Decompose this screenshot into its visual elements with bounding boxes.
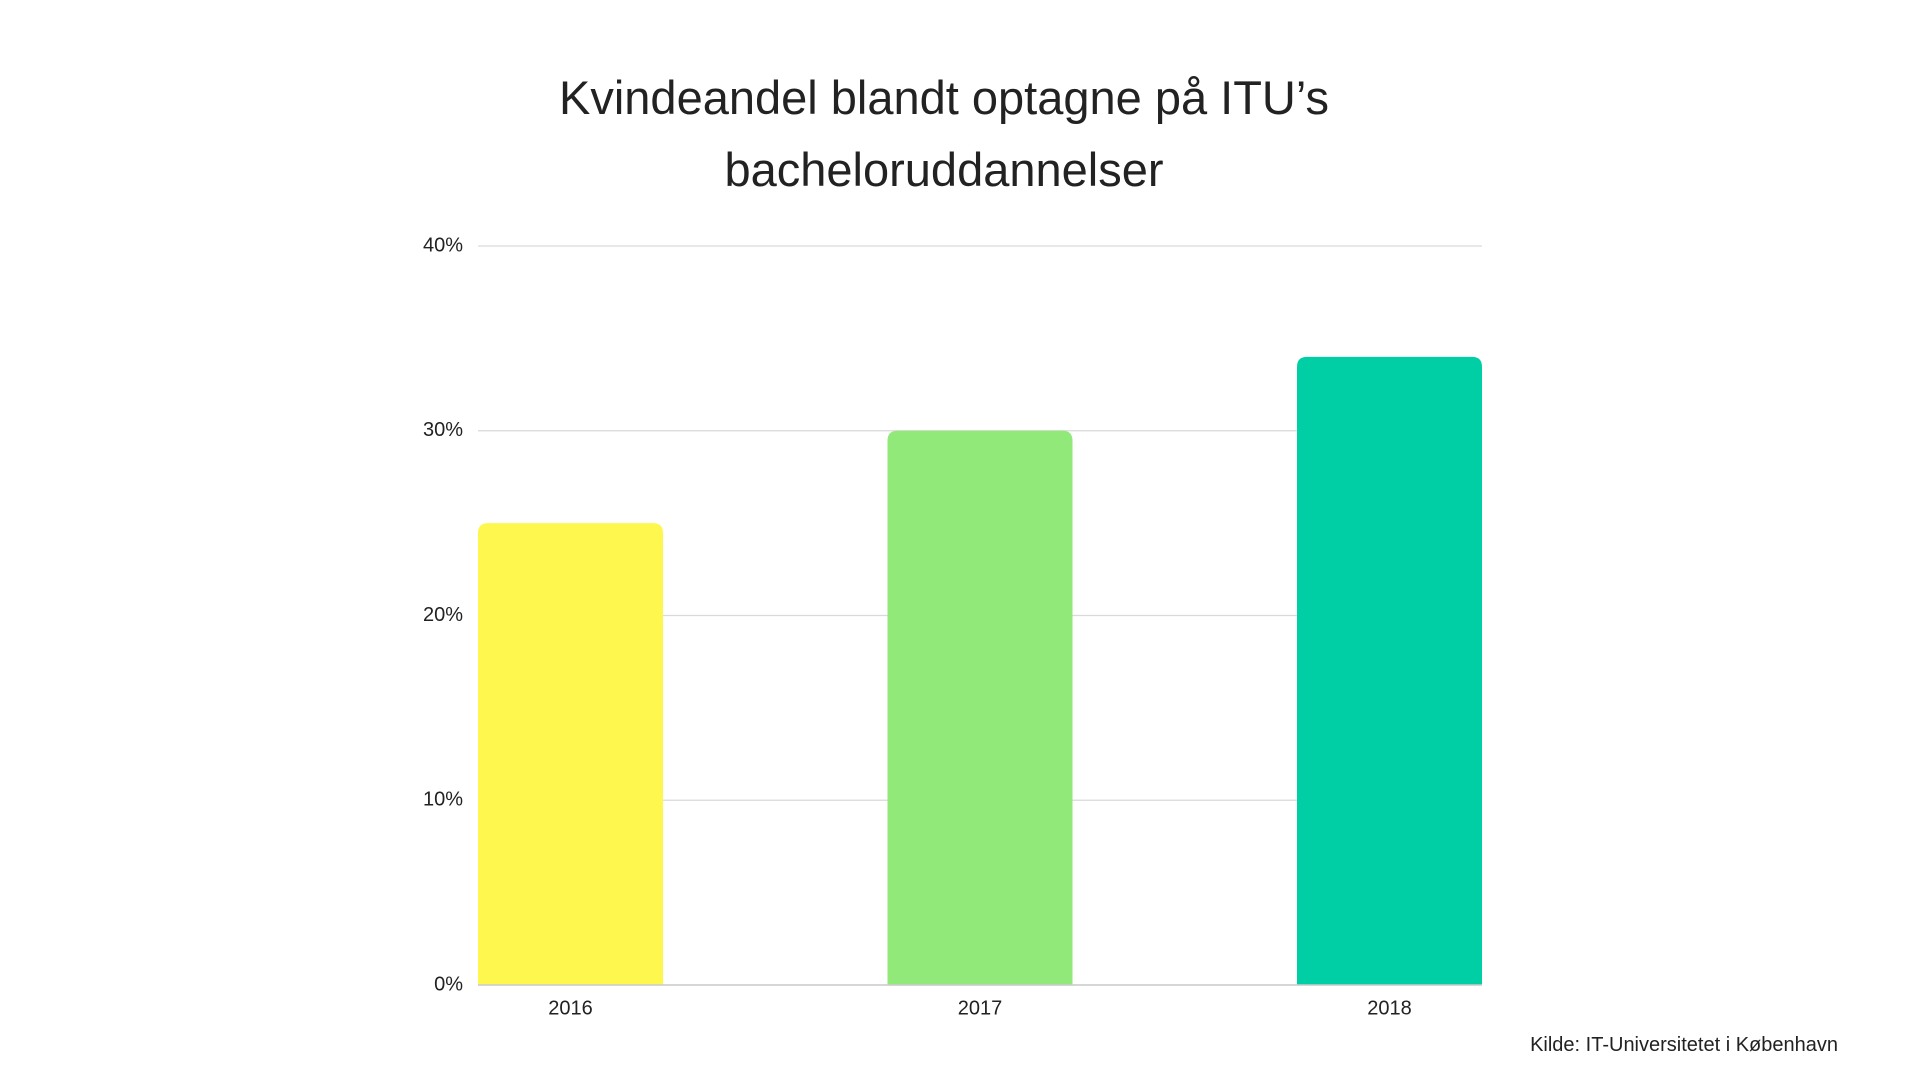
x-tick-label: 2016	[548, 997, 593, 1019]
y-tick-label: 0%	[434, 973, 463, 995]
bar	[887, 430, 1073, 985]
chart-title: Kvindeandel blandt optagne på ITU’s bach…	[559, 71, 1329, 196]
y-tick-label: 10%	[423, 789, 463, 811]
source-note: Kilde: IT-Universitetet i København	[1530, 1034, 1838, 1056]
y-tick-label: 30%	[423, 419, 463, 441]
bar	[1297, 356, 1482, 986]
bar	[478, 523, 663, 985]
y-tick-label: 20%	[423, 604, 463, 626]
y-tick-label: 40%	[423, 234, 463, 256]
x-tick-label: 2018	[1367, 997, 1412, 1019]
x-tick-label: 2017	[958, 997, 1003, 1019]
